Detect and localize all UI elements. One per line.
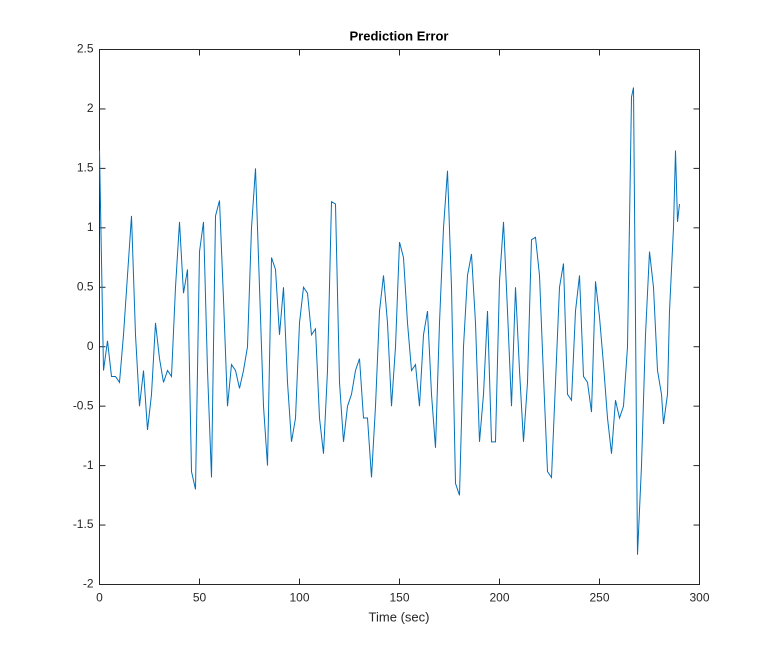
y-tick-label: 2 [87,101,94,115]
y-tick-label: 0.5 [77,279,94,293]
plot-area [99,49,700,585]
chart-title: Prediction Error [350,28,449,43]
y-tick-label: -2 [83,577,94,591]
x-tick-label: 100 [289,591,309,605]
x-tick-label: 300 [689,591,709,605]
y-tick-label: -1.5 [73,517,94,531]
x-tick-label: 150 [389,591,409,605]
x-tick-label: 200 [489,591,509,605]
y-tick-label: -1 [83,458,94,472]
x-axis-label: Time (sec) [369,609,430,624]
y-tick-label: 2.5 [77,42,94,56]
y-tick-label: 1 [87,220,94,234]
data-line [99,87,680,555]
y-tick-label: 1.5 [77,161,94,175]
x-tick-label: 0 [96,591,103,605]
y-tick-label: 0 [87,339,94,353]
x-tick-label: 250 [589,591,609,605]
y-tick-label: -0.5 [73,398,94,412]
x-tick-label: 50 [193,591,207,605]
